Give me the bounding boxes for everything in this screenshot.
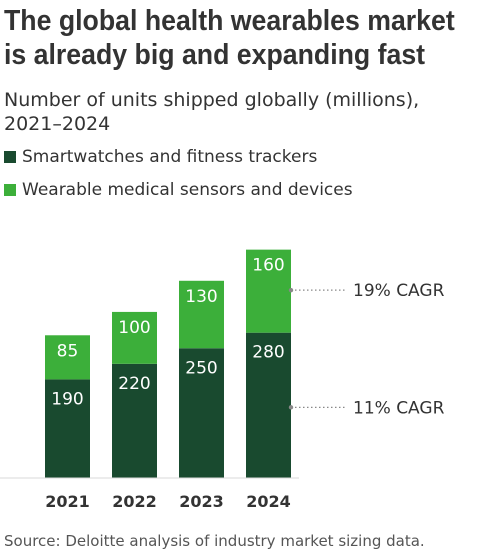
chart-legend: Smartwatches and fitness trackers Wearab… [4, 146, 353, 212]
legend-swatch-smartwatches [4, 151, 16, 163]
cagr-annotation-smartwatches: 11% CAGR [353, 398, 445, 418]
bar-medical-sensors-2022 [112, 311, 157, 364]
chart-title-line-2: is already big and expanding fast [4, 39, 426, 71]
data-label-medical-sensors-2024: 160 [252, 256, 284, 276]
legend-label-smartwatches: Smartwatches and fitness trackers [22, 147, 318, 167]
source-note: Source: Deloitte analysis of industry ma… [4, 532, 425, 550]
cagr-annotation-medical-sensors: 19% CAGR [353, 281, 445, 301]
chart-subtitle: Number of units shipped globally (millio… [4, 88, 494, 136]
chart-title: The global health wearables market is alr… [4, 4, 457, 72]
data-label-smartwatches-2023: 250 [185, 358, 217, 378]
x-tick-label-2023: 2023 [179, 492, 224, 511]
bar-smartwatches-2021 [45, 379, 90, 478]
bar-medical-sensors-2021 [45, 335, 90, 380]
legend-swatch-medical-sensors [4, 184, 16, 196]
data-label-smartwatches-2022: 220 [118, 374, 150, 394]
data-label-smartwatches-2024: 280 [252, 343, 284, 363]
bar-medical-sensors-2023 [179, 280, 224, 349]
data-label-medical-sensors-2022: 100 [118, 318, 150, 338]
legend-item-smartwatches: Smartwatches and fitness trackers [4, 146, 353, 168]
x-tick-label-2022: 2022 [112, 492, 157, 511]
bar-medical-sensors-2024 [246, 249, 291, 333]
cagr-annotation-smartwatches-dot [288, 405, 294, 410]
data-label-medical-sensors-2023: 130 [185, 287, 217, 307]
data-label-smartwatches-2021: 190 [51, 389, 83, 409]
chart-title-line-1: The global health wearables market [4, 5, 455, 37]
x-tick-label-2024: 2024 [246, 492, 291, 511]
chart-subtitle-line-1: Number of units shipped globally (millio… [4, 89, 420, 111]
data-label-medical-sensors-2021: 85 [57, 341, 79, 361]
legend-item-medical-sensors: Wearable medical sensors and devices [4, 179, 353, 201]
bar-smartwatches-2022 [112, 363, 157, 478]
bar-smartwatches-2023 [179, 348, 224, 478]
bar-smartwatches-2024 [246, 332, 291, 478]
x-tick-label-2021: 2021 [45, 492, 90, 511]
legend-label-medical-sensors: Wearable medical sensors and devices [22, 180, 353, 200]
cagr-annotation-medical-sensors-dot [288, 287, 294, 293]
chart-subtitle-line-2: 2021–2024 [4, 113, 111, 135]
